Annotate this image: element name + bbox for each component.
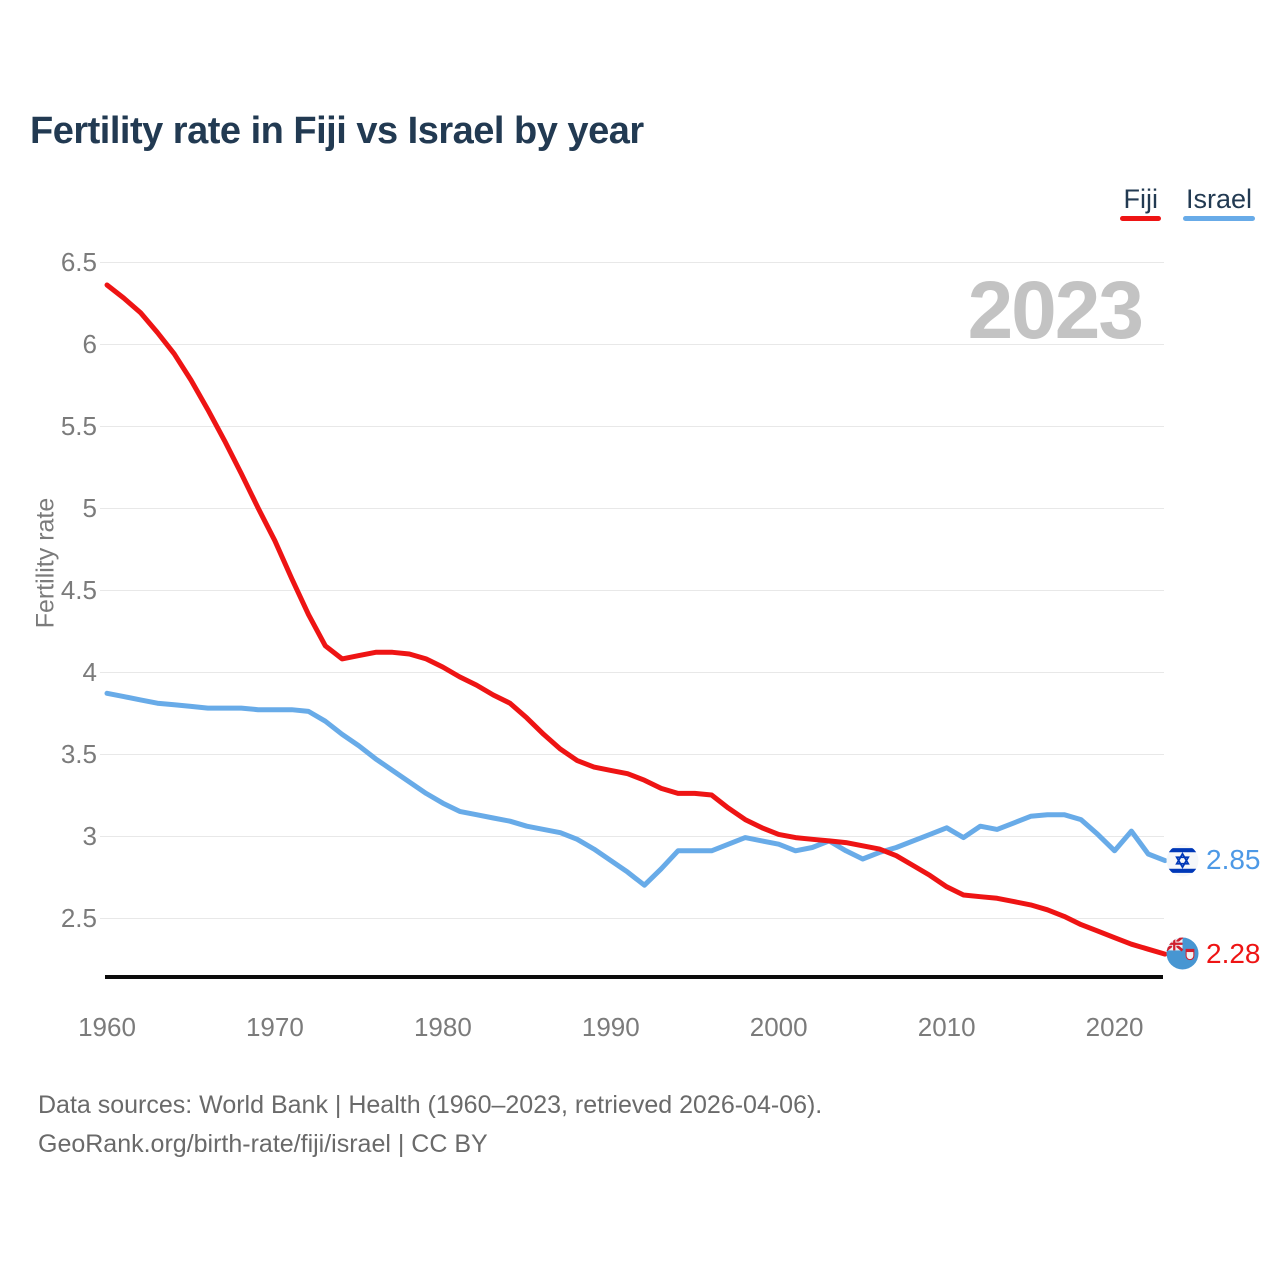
y-tick-label: 5 [82,493,97,523]
fiji-flag-icon [1166,937,1199,970]
gridline [100,426,1164,427]
gridline [100,262,1164,263]
gridline [100,754,1164,755]
legend-label-fiji: Fiji [1123,184,1158,214]
israel-flag-icon [1166,844,1199,877]
x-tick-label: 1970 [245,1012,304,1042]
gridline [100,344,1164,345]
legend-item-fiji[interactable]: Fiji [1120,185,1161,221]
legend-label-israel: Israel [1185,184,1252,214]
israel-line[interactable] [104,690,1168,888]
gridline [100,836,1164,837]
y-tick-label: 2.5 [60,903,97,933]
fiji-color-bar [1120,216,1161,221]
x-tick-label: 1980 [413,1012,472,1042]
y-tick-label: 3.5 [60,739,97,769]
israel-end-marker: 2.85 [1166,844,1261,877]
israel-end-value: 2.85 [1206,844,1261,876]
x-tick-label: 1990 [581,1012,640,1042]
israel-color-bar [1182,216,1255,221]
footer: Data sources: World Bank | Health (1960–… [38,1086,822,1164]
x-tick-label: 2020 [1085,1012,1144,1042]
gridline [100,672,1164,673]
y-tick-label: 3 [82,821,97,851]
legend: Fiji Israel [1120,185,1255,221]
x-axis-line [105,975,1163,979]
chart-title: Fertility rate in Fiji vs Israel by year [30,110,644,152]
footer-source-line: Data sources: World Bank | Health (1960–… [38,1091,823,1119]
watermark-year: 2023 [967,265,1144,356]
footer-license-line: GeoRank.org/birth-rate/fiji/israel | CC … [38,1130,488,1158]
fiji-end-value: 2.28 [1206,937,1261,969]
y-tick-label: 6 [82,329,97,359]
fiji-end-marker: 2.28 [1166,937,1261,970]
y-tick-label: 5.5 [60,411,97,441]
gridline [100,590,1164,591]
y-tick-label: 4 [82,657,97,687]
x-tick-label: 1960 [78,1012,136,1042]
gridline [100,918,1164,919]
y-tick-label: 4.5 [60,575,97,605]
y-tick-label: 6.5 [60,247,97,277]
gridline [100,508,1164,509]
x-tick-label: 2000 [749,1012,808,1042]
fiji-line[interactable] [104,282,1168,957]
x-tick-label: 2010 [917,1012,976,1042]
legend-item-israel[interactable]: Israel [1182,184,1255,221]
